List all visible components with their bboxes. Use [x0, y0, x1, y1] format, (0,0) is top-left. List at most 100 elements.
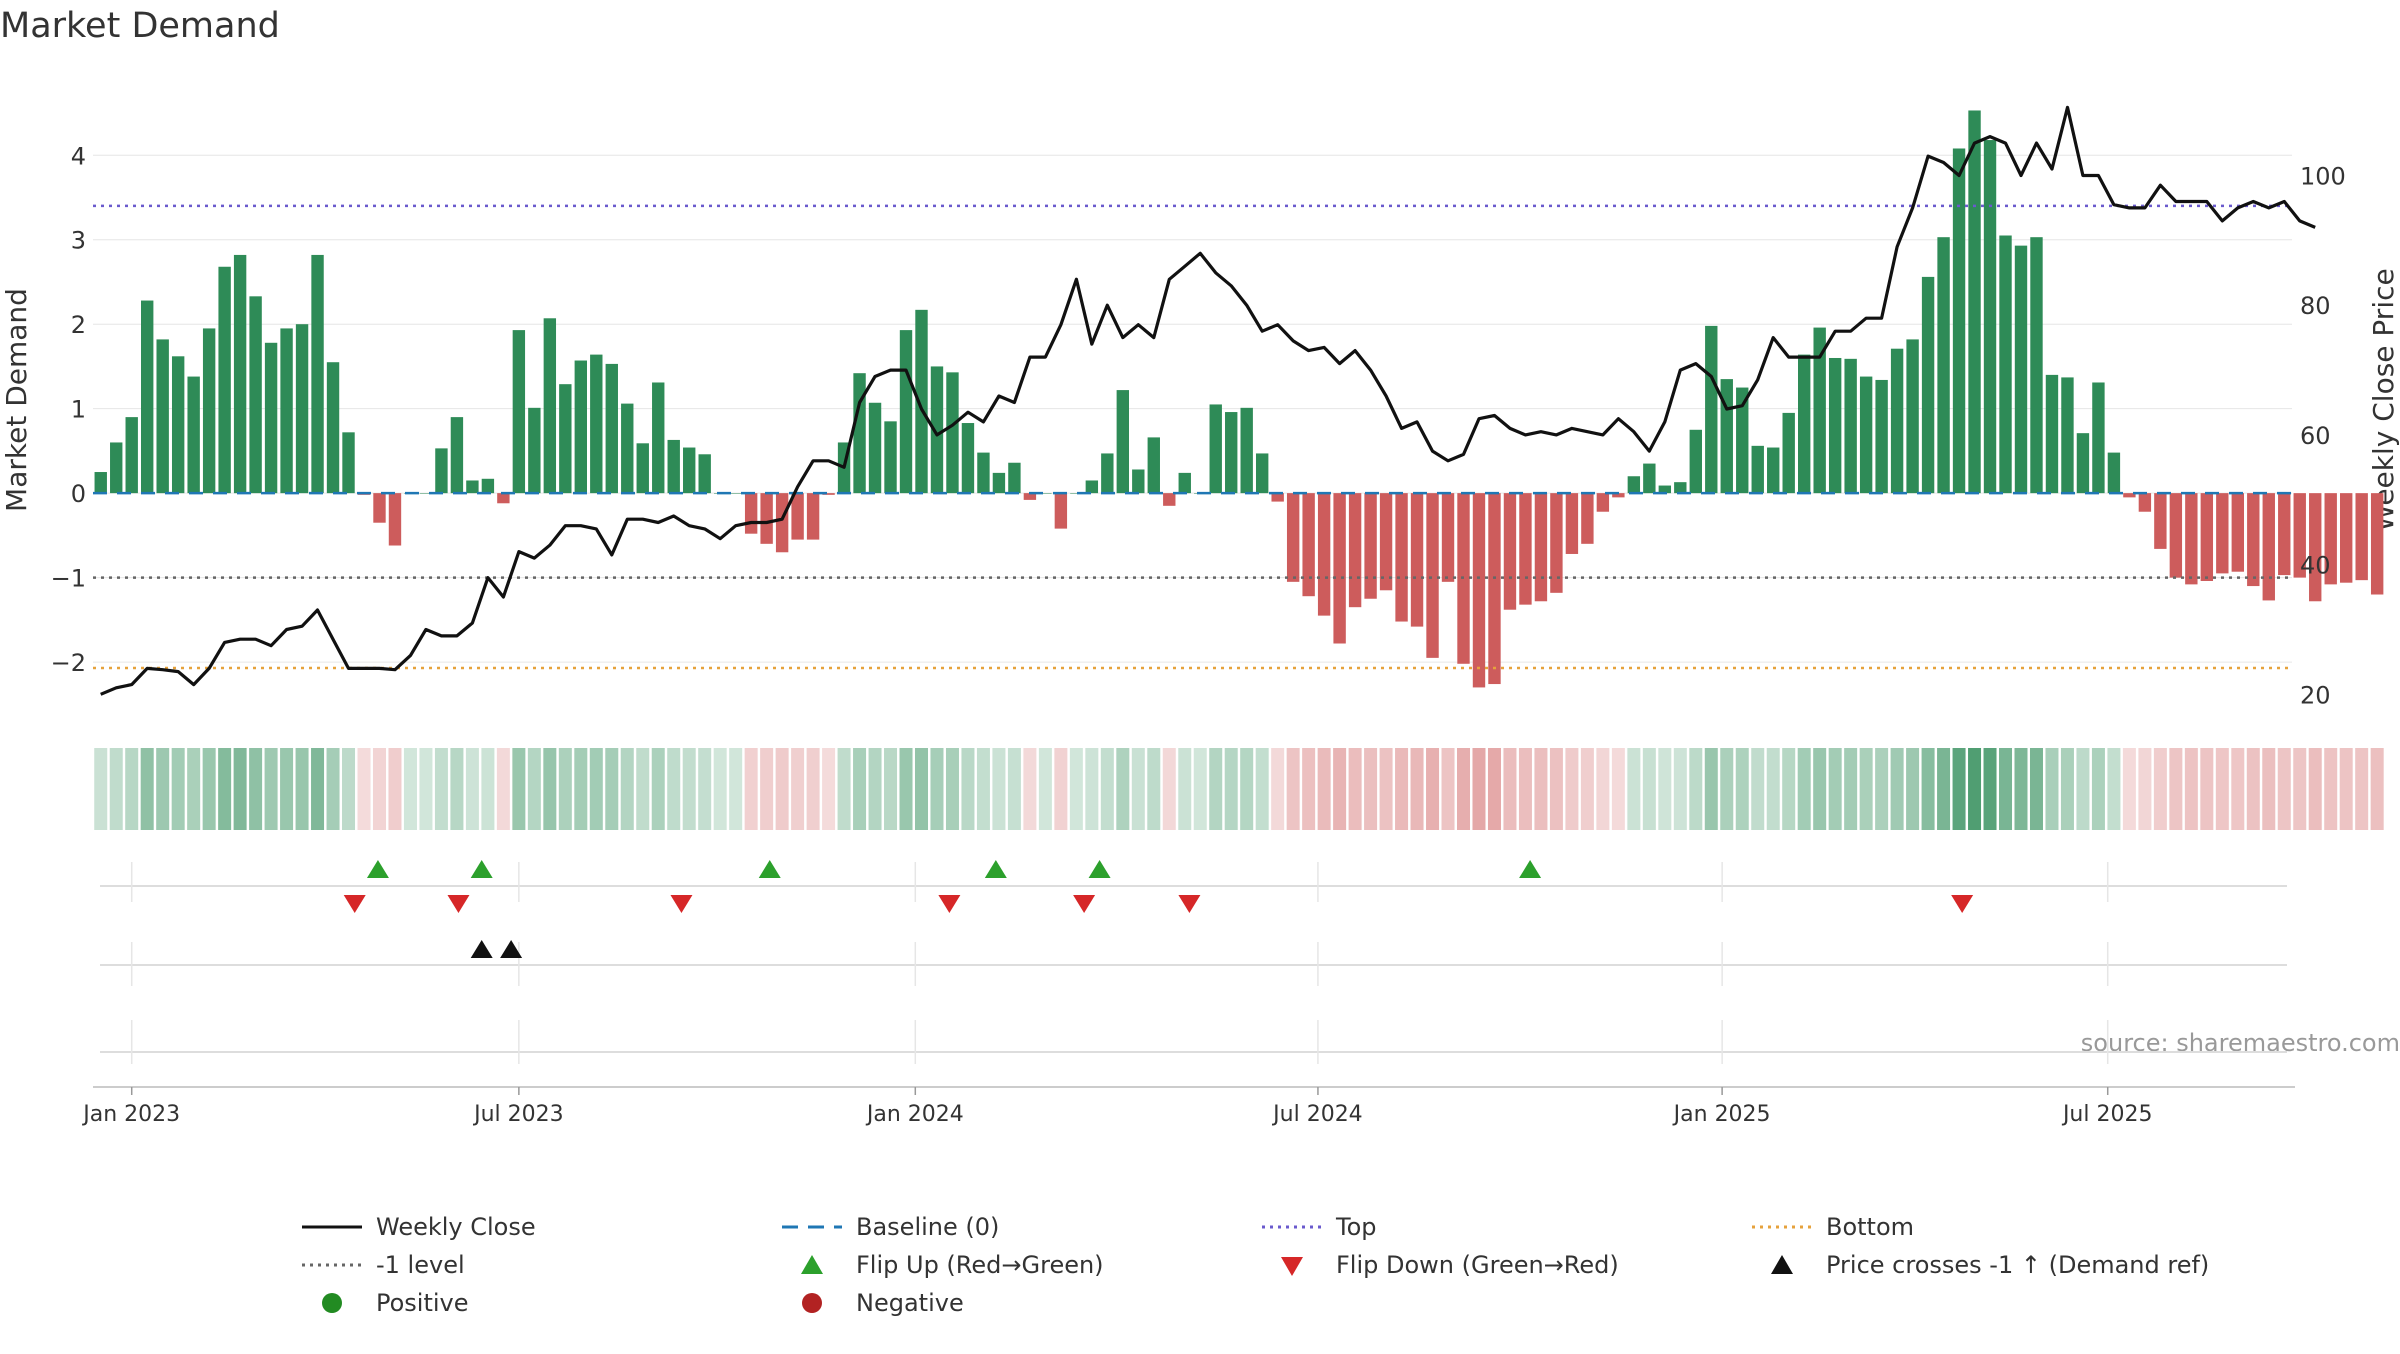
heat-cell [2045, 748, 2059, 830]
y-tick-right: 100 [2300, 163, 2346, 191]
heat-cell [1147, 748, 1161, 830]
positive-bar [868, 402, 882, 494]
legend-dot-swatch [300, 1286, 364, 1320]
heat-cell [1565, 748, 1579, 830]
negative-bar [1364, 493, 1377, 599]
negative-bar [2154, 493, 2167, 549]
negative-bar [2293, 493, 2306, 578]
positive-bar [1705, 325, 1718, 494]
negative-bar [744, 493, 758, 534]
positive-bar [1643, 463, 1656, 494]
positive-bar [2014, 245, 2028, 494]
negative-bar [2138, 493, 2152, 512]
positive-bar [125, 417, 138, 494]
legend-label: Price crosses -1 ↑ (Demand ref) [1826, 1251, 2210, 1279]
positive-bar [961, 423, 975, 494]
flip-down-marker [1951, 895, 1974, 913]
positive-bar [853, 373, 866, 494]
heat-cell [2138, 748, 2152, 830]
y-tick-left: −1 [51, 565, 86, 593]
legend-label: Bottom [1826, 1213, 1915, 1241]
negative-bar [1054, 493, 1068, 529]
negative-bar [1286, 493, 1300, 582]
positive-bar [1674, 482, 1687, 494]
positive-bar [1627, 476, 1641, 494]
y-axis-label-right: Weekly Close Price [2367, 268, 2400, 531]
flip-down-marker [1073, 895, 1096, 913]
heat-cell [109, 748, 123, 830]
legend-dotted-swatch [1260, 1210, 1324, 1244]
heat-cell [1782, 748, 1796, 830]
heat-cell [1875, 748, 1889, 830]
heat-cell [1456, 748, 1471, 830]
heat-cell [527, 748, 541, 830]
heat-cell [914, 748, 929, 830]
positive-bar [698, 454, 711, 494]
positive-bar [481, 478, 495, 494]
heat-cell [1828, 748, 1842, 830]
heat-cell [636, 748, 650, 830]
legend-dashed-swatch [780, 1210, 844, 1244]
heat-cell [2107, 748, 2121, 830]
negative-bar [1410, 493, 1424, 627]
negative-bar [2340, 493, 2353, 583]
heat-cell [2293, 748, 2307, 830]
negative-bar [1565, 493, 1579, 554]
heat-cell [1302, 748, 1316, 830]
heat-cell [1534, 748, 1548, 830]
heat-cell [1472, 748, 1486, 830]
heat-cell [2153, 748, 2167, 830]
heat-cell [1689, 748, 1703, 830]
x-tick-label: Jul 2025 [2061, 1102, 2153, 1127]
heat-cell [2339, 748, 2353, 830]
heat-cell [202, 748, 216, 830]
weekly-close-line [100, 105, 2316, 696]
heat-cell [1426, 748, 1440, 830]
heat-cell [574, 748, 588, 830]
legend-label: Negative [856, 1289, 964, 1317]
heat-cell [1054, 748, 1068, 830]
heat-cell [1704, 748, 1718, 830]
positive-bar [729, 493, 742, 494]
heat-cell [1224, 748, 1238, 830]
heat-cell [249, 748, 263, 830]
heat-cell [760, 748, 774, 830]
heat-cell [1921, 748, 1935, 830]
negative-bar [1426, 493, 1439, 658]
positive-bar [2076, 433, 2090, 494]
heat-cell [280, 748, 294, 830]
heat-cell [2014, 748, 2028, 830]
legend-label: Positive [376, 1289, 469, 1317]
positive-bar [1952, 148, 1966, 494]
legend-label: Flip Down (Green→Red) [1336, 1251, 1619, 1279]
negative-bar [822, 493, 835, 495]
y-axis-label-left: Market Demand [0, 288, 33, 512]
heat-cell [1658, 748, 1672, 830]
positive-bar [652, 382, 665, 494]
positive-bar [419, 493, 433, 494]
positive-bar [1132, 469, 1145, 494]
legend-flip-up: Flip Up (Red→Green) [780, 1248, 1104, 1282]
negative-bar [1503, 493, 1517, 610]
heat-cell [1813, 748, 1827, 830]
positive-bar [466, 480, 479, 494]
heat-cell [1178, 748, 1192, 830]
negative-bar [2278, 493, 2291, 576]
positive-bar [1875, 379, 1888, 494]
heat-cell [2215, 748, 2229, 830]
heat-cell [2355, 748, 2369, 830]
price-cross-marker [500, 940, 523, 958]
positive-bar [667, 439, 680, 494]
heat-cell [837, 748, 851, 830]
negative-bar [1534, 493, 1548, 602]
y-tick-left: 0 [71, 480, 86, 508]
heat-cell [1100, 748, 1114, 830]
heat-cell [1859, 748, 1873, 830]
positive-bar [605, 363, 618, 494]
legend-label: -1 level [376, 1251, 465, 1279]
heat-cell [945, 748, 959, 830]
heat-cell [2277, 748, 2291, 830]
heat-cell [2262, 748, 2276, 830]
heat-cell [1286, 748, 1300, 830]
positive-bar [280, 328, 293, 494]
